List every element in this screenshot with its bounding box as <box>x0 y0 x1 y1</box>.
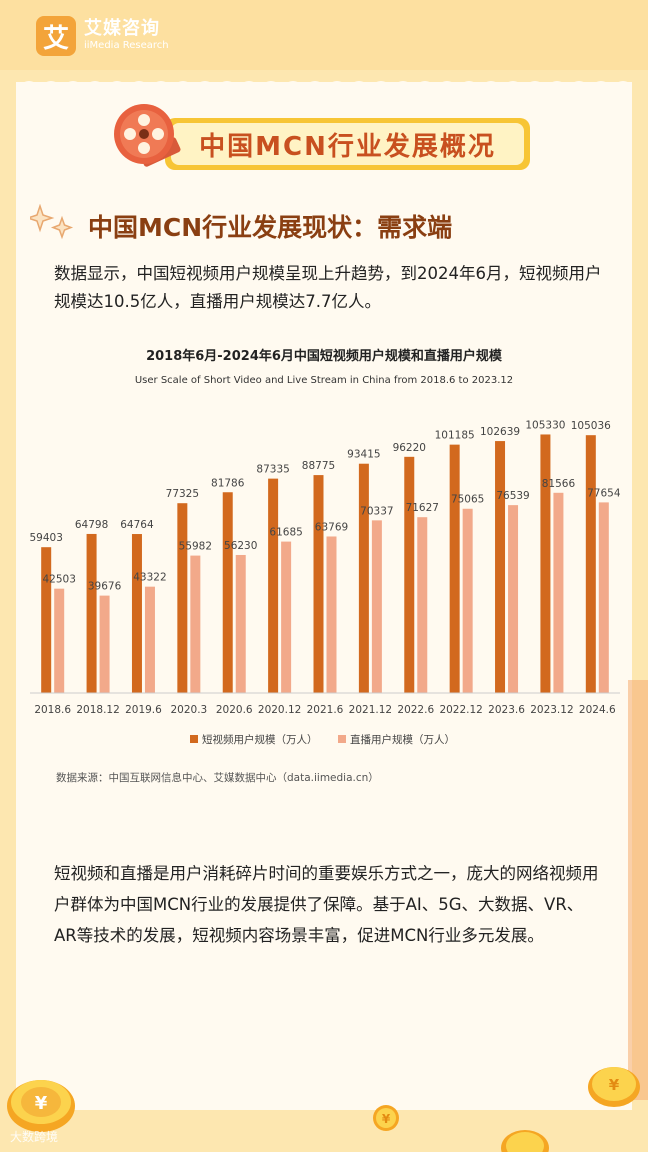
side-decoration <box>628 680 648 1100</box>
bar-live-stream <box>508 505 519 693</box>
data-label: 93415 <box>347 449 380 461</box>
bar-chart: 2018年6月-2024年6月中国短视频用户规模和直播用户规模 User Sca… <box>29 348 621 784</box>
svg-text:¥: ¥ <box>609 1076 620 1094</box>
bar-short-video <box>41 547 52 693</box>
title-banner-inner <box>171 123 524 165</box>
page-title: 中国MCN行业发展概况 <box>199 131 496 162</box>
data-label: 61685 <box>269 527 302 539</box>
data-label: 39676 <box>88 581 122 593</box>
data-label: 81566 <box>542 478 576 490</box>
svg-text:¥: ¥ <box>35 1093 48 1114</box>
x-tick-label: 2018.12 <box>76 704 119 716</box>
data-label: 43322 <box>133 572 166 584</box>
data-label: 105330 <box>525 419 565 431</box>
legend-label: 短视频用户规模（万人） <box>202 733 318 746</box>
data-label: 88775 <box>302 460 335 472</box>
x-tick-label: 2022.6 <box>397 704 434 716</box>
watermark: 大数跨境 <box>10 1130 59 1144</box>
x-tick-label: 2020.6 <box>216 704 253 716</box>
bar-live-stream <box>144 586 155 693</box>
bar-short-video <box>313 475 324 693</box>
data-label: 77654 <box>587 487 621 499</box>
data-label: 77325 <box>166 488 199 500</box>
data-label: 59403 <box>29 532 62 544</box>
bar-short-video <box>222 492 233 693</box>
data-label: 101185 <box>435 430 475 442</box>
content-card <box>16 82 632 1110</box>
film-reel-icon <box>114 104 181 167</box>
data-label: 70337 <box>360 505 393 517</box>
data-label: 63769 <box>315 521 348 533</box>
bar-live-stream <box>235 554 246 693</box>
title-banner: 中国MCN行业发展概况 <box>165 118 530 170</box>
chart-title: 2018年6月-2024年6月中国短视频用户规模和直播用户规模 <box>146 348 503 364</box>
data-label: 87335 <box>256 464 289 476</box>
x-tick-label: 2020.12 <box>258 704 301 716</box>
svg-text:¥: ¥ <box>382 1112 391 1126</box>
data-label: 102639 <box>480 426 520 438</box>
bar-live-stream <box>54 588 65 693</box>
x-tick-label: 2023.12 <box>530 704 573 716</box>
data-label: 64798 <box>75 519 108 531</box>
bar-short-video <box>131 534 142 693</box>
legend-label: 直播用户规模（万人） <box>350 733 455 746</box>
x-tick-label: 2018.6 <box>34 704 71 716</box>
legend-swatch <box>338 735 346 743</box>
bar-live-stream <box>281 541 292 693</box>
bar-short-video <box>540 434 551 693</box>
logo-icon: 艾 <box>36 16 76 56</box>
top-band <box>0 0 648 70</box>
data-label: 64764 <box>120 519 154 531</box>
brand-logo: 艾 艾媒咨询 iiMedia Research <box>36 16 169 56</box>
logo-en-text: iiMedia Research <box>84 40 169 51</box>
x-tick-label: 2020.3 <box>170 704 207 716</box>
paper-edge-bottom <box>18 1098 632 1109</box>
data-label: 75065 <box>451 494 484 506</box>
bar-live-stream <box>462 508 473 693</box>
bar-short-video <box>86 533 97 693</box>
data-label: 42503 <box>42 574 75 586</box>
data-label: 71627 <box>406 502 439 514</box>
data-label: 76539 <box>496 490 529 502</box>
bar-short-video <box>495 441 506 693</box>
bar-live-stream <box>326 536 337 693</box>
bar-short-video <box>177 503 188 693</box>
sparkle-icon <box>30 204 74 240</box>
chart-subtitle: User Scale of Short Video and Live Strea… <box>135 375 513 386</box>
bar-live-stream <box>553 492 564 693</box>
chart-source: 数据来源：中国互联网信息中心、艾媒数据中心（data.iimedia.cn） <box>56 771 379 784</box>
data-label: 96220 <box>393 442 426 454</box>
data-label: 56230 <box>224 540 257 552</box>
yuan-coin-icon: ¥ <box>373 1105 399 1131</box>
yuan-coin-icon: ¥ <box>588 1067 640 1107</box>
data-label: 81786 <box>211 477 245 489</box>
data-label: 55982 <box>179 541 212 553</box>
x-tick-label: 2021.12 <box>349 704 392 716</box>
bar-live-stream <box>598 502 609 693</box>
bar-short-video <box>449 444 460 693</box>
legend-swatch <box>190 735 198 743</box>
intro-paragraph: 数据显示，中国短视频用户规模呈现上升趋势，到2024年6月，短视频用户规模达10… <box>54 264 602 311</box>
yuan-coin-icon: ¥ <box>7 1080 75 1132</box>
x-tick-label: 2024.6 <box>579 704 616 716</box>
x-tick-label: 2019.6 <box>125 704 162 716</box>
x-tick-label: 2023.6 <box>488 704 525 716</box>
bar-live-stream <box>417 517 428 693</box>
bar-live-stream <box>371 520 382 693</box>
bar-live-stream <box>190 555 201 693</box>
bar-short-video <box>585 435 596 693</box>
logo-text: 艾媒咨询 iiMedia Research <box>84 19 169 53</box>
x-tick-label: 2022.12 <box>439 704 482 716</box>
bar-short-video <box>404 456 415 693</box>
section-heading: 中国MCN行业发展现状：需求端 <box>88 213 453 242</box>
bar-short-video <box>268 478 279 693</box>
x-tick-label: 2021.6 <box>307 704 344 716</box>
yuan-coin-icon <box>501 1130 549 1152</box>
bar-live-stream <box>99 595 110 693</box>
logo-cn-text: 艾媒咨询 <box>84 18 160 39</box>
data-label: 105036 <box>571 420 611 432</box>
bar-short-video <box>358 463 369 693</box>
summary-paragraph: 短视频和直播是用户消耗碎片时间的重要娱乐方式之一，庞大的网络视频用户群体为中国M… <box>54 864 599 945</box>
